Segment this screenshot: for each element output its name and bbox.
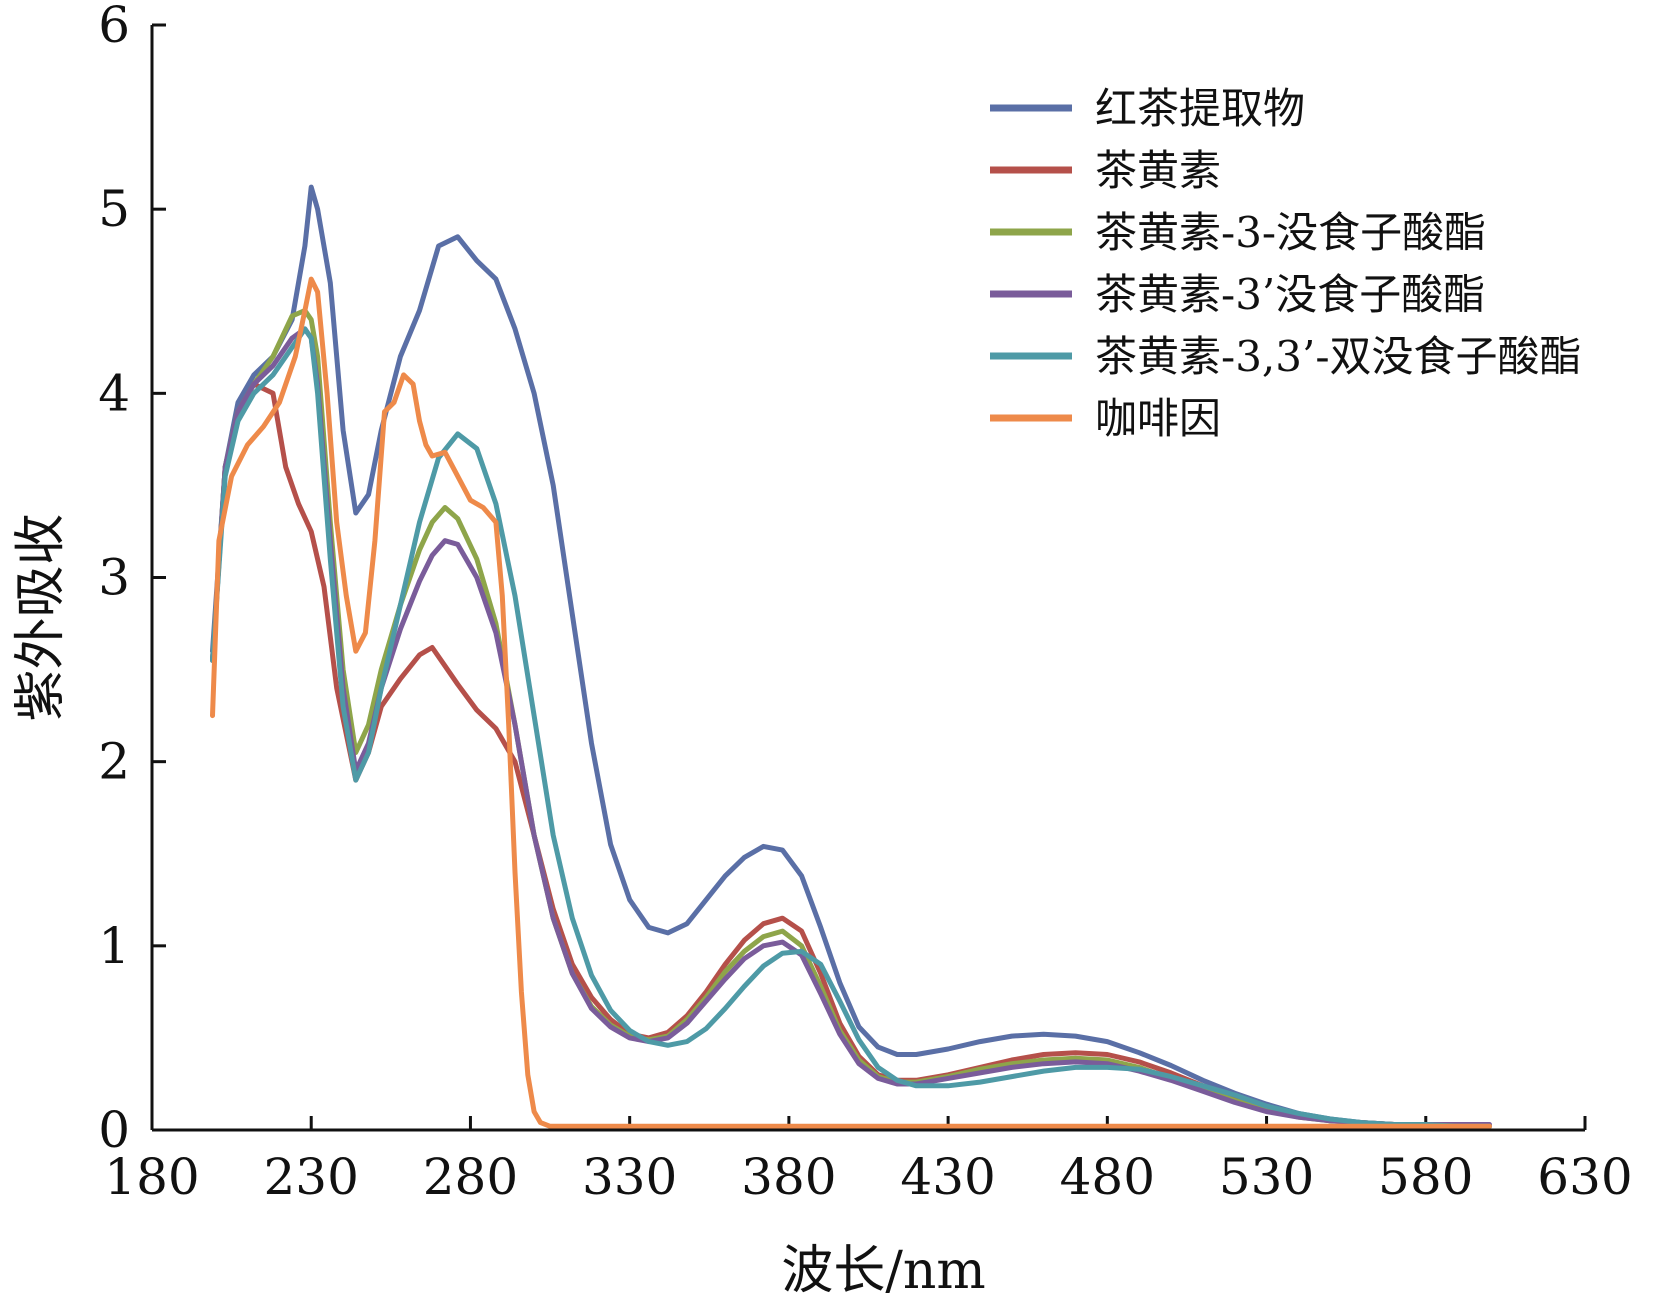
y-axis-title: 紫外吸收 xyxy=(11,513,71,721)
y-axis-ticks: 0 1 2 3 4 5 6 xyxy=(98,0,166,1159)
y-tick-label: 2 xyxy=(98,733,130,791)
x-tick-label: 430 xyxy=(900,1148,995,1206)
y-tick-label: 4 xyxy=(98,364,130,422)
x-tick-label: 480 xyxy=(1060,1148,1155,1206)
legend-label: 咖啡因 xyxy=(1095,394,1221,443)
series-lines xyxy=(210,184,1492,1129)
x-tick-label: 330 xyxy=(582,1148,677,1206)
x-axis-ticks: 180 230 280 330 380 430 480 530 580 630 xyxy=(104,1116,1633,1206)
y-tick-label: 0 xyxy=(98,1101,130,1159)
y-tick-label: 3 xyxy=(98,549,130,607)
legend-label: 茶黄素-3-没食子酸酯 xyxy=(1095,208,1486,257)
x-tick-label: 230 xyxy=(264,1148,359,1206)
legend-label: 红茶提取物 xyxy=(1095,84,1305,133)
y-tick-label: 5 xyxy=(98,180,130,238)
x-axis-title: 波长/nm xyxy=(781,1241,985,1301)
y-tick-label: 1 xyxy=(98,917,130,975)
y-tick-label: 6 xyxy=(98,0,130,54)
series-line-0 xyxy=(210,184,1492,1129)
legend: 红茶提取物茶黄素茶黄素-3-没食子酸酯茶黄素-3’没食子酸酯茶黄素-3,3’-双… xyxy=(990,84,1582,443)
x-tick-label: 180 xyxy=(104,1148,199,1206)
x-tick-label: 530 xyxy=(1219,1148,1314,1206)
series-line-5 xyxy=(210,276,1492,1129)
series-line-1 xyxy=(210,381,1492,1129)
x-tick-label: 580 xyxy=(1378,1148,1473,1206)
x-tick-label: 630 xyxy=(1537,1148,1632,1206)
x-tick-label: 280 xyxy=(423,1148,518,1206)
legend-label: 茶黄素-3,3’-双没食子酸酯 xyxy=(1095,332,1582,381)
x-tick-label: 380 xyxy=(741,1148,836,1206)
legend-label: 茶黄素-3’没食子酸酯 xyxy=(1095,270,1485,319)
legend-label: 茶黄素 xyxy=(1095,146,1221,195)
series-line-4 xyxy=(210,326,1492,1129)
